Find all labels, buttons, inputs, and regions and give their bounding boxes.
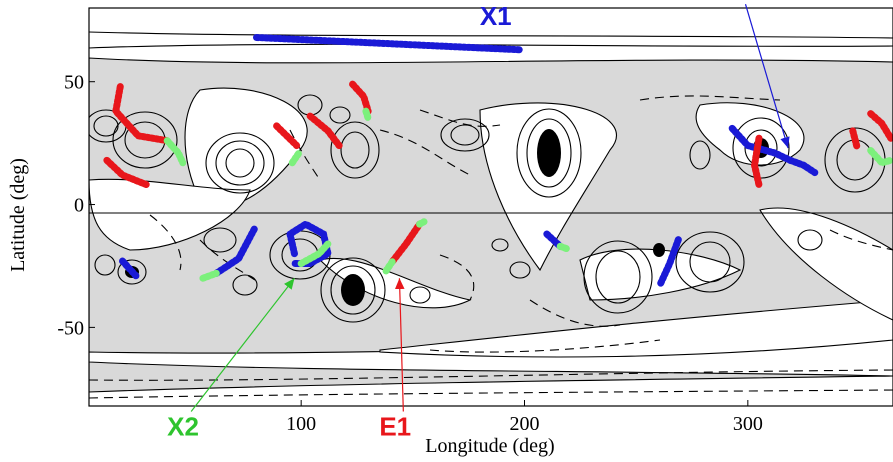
x-axis-label: Longitude (deg) [425,435,554,457]
green-segment [556,242,571,253]
annotation-arrow-e2 [744,4,790,149]
y-tick-label: 0 [74,195,84,217]
annotation-arrow-x2 [190,277,295,412]
red-segment [389,220,424,265]
red-segment [306,112,343,150]
segments [103,33,893,287]
annotation-label-x1: X1 [480,1,512,31]
green-segment [163,137,187,167]
blue-segment [286,220,332,268]
plot-frame [88,7,893,407]
blue-segment [728,124,794,164]
annotation-label-e2: E2 [726,0,758,4]
red-segment [750,134,763,189]
green-segment [288,149,303,167]
red-segment [112,83,171,145]
red-segment [867,110,893,142]
y-axis-ticks: 50 0 -50 [57,72,95,339]
blue-segment [786,156,819,177]
blue-segment [212,225,258,277]
green-segment [867,146,893,167]
green-segment [362,107,372,123]
contour-field [89,8,893,406]
x-tick-label: 300 [733,413,763,435]
blue-segment [119,257,140,280]
green-segment [199,269,220,282]
annotation-label-e1: E1 [379,411,411,441]
red-segment [349,80,372,115]
green-segment [297,240,332,268]
x-tick-label: 200 [510,413,540,435]
red-segment [273,122,301,150]
x-axis-ticks: 100 200 300 [286,400,763,435]
green-segment [416,218,428,228]
green-segment [382,257,397,275]
red-segment [849,127,861,152]
annotation-label-x2: X2 [167,411,199,441]
annotation-arrow-e1 [394,278,405,412]
red-segment [103,156,151,189]
blue-segment [657,235,683,287]
y-axis-label: Latitude (deg) [7,158,29,272]
x-tick-label: 100 [286,413,316,435]
annotations: X1 E2 X2 E1 [167,0,790,441]
y-tick-label: -50 [57,317,84,339]
vortex-rings [89,94,886,323]
y-tick-label: 50 [64,72,84,94]
blue-segment [253,33,524,54]
